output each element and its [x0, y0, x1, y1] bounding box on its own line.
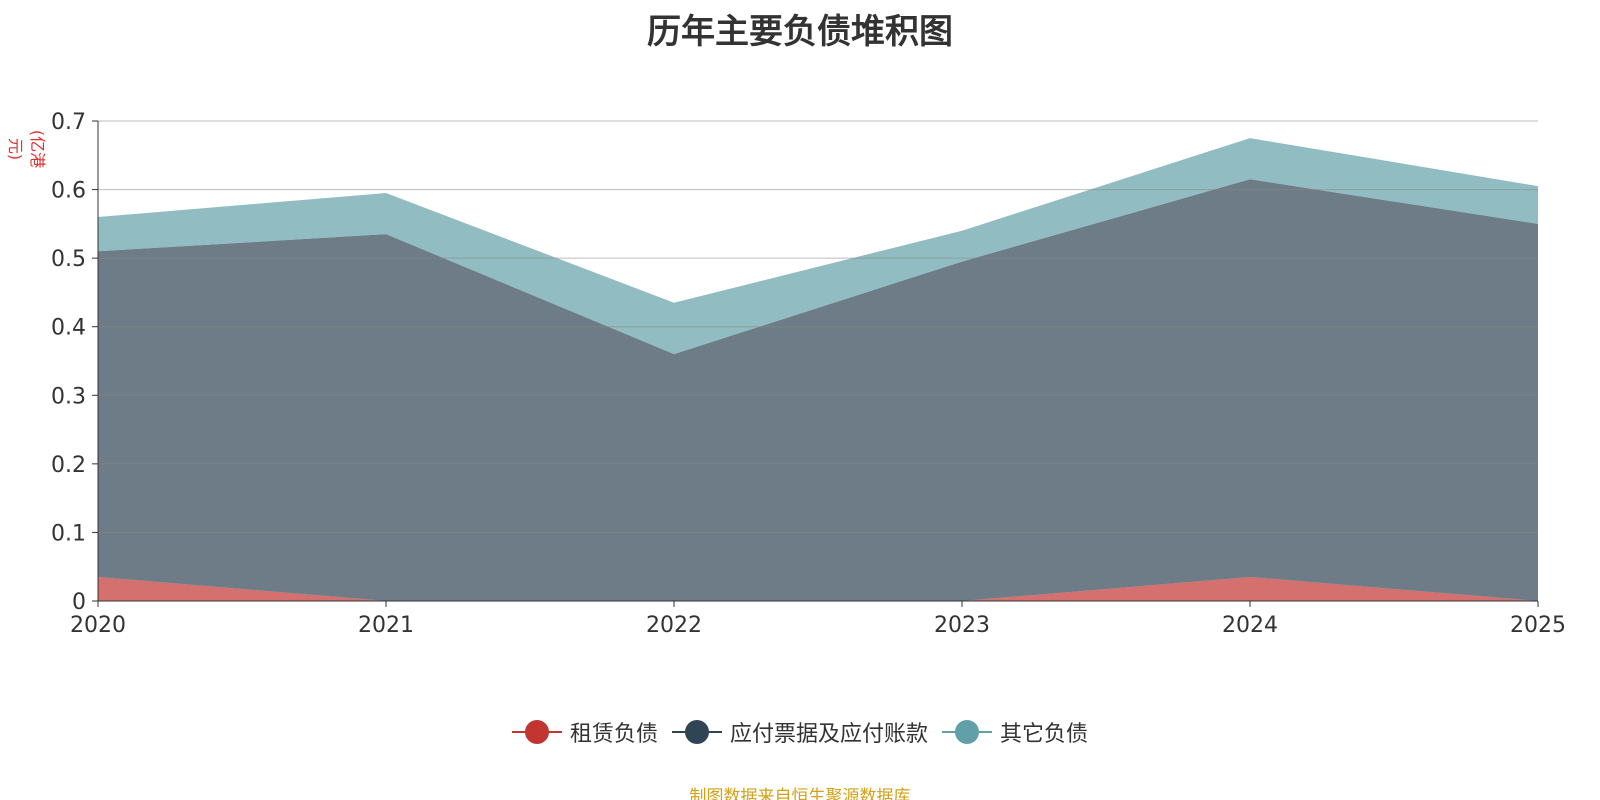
y-tick-label: 0.1 [51, 521, 86, 546]
legend-label: 租赁负债 [569, 722, 658, 747]
source-note: 制图数据来自恒生聚源数据库 [689, 787, 911, 800]
legend-marker-dot [955, 720, 979, 744]
x-tick-label: 2023 [934, 613, 990, 638]
x-tick-label: 2022 [646, 613, 702, 638]
legend-label: 其它负债 [1000, 722, 1089, 747]
x-tick-label: 2020 [70, 613, 126, 638]
stacked-area-chart: 0 0.1 0.2 0.3 0.4 0.5 0.6 0.7 2020 2021 2022 2023 20… [51, 110, 1566, 638]
legend-label: 应付票据及应付账款 [729, 722, 928, 747]
y-tick-label: 0.6 [51, 179, 86, 204]
legend-marker-icon [511, 720, 562, 744]
x-tick-label: 2025 [1510, 613, 1566, 638]
series-area-1 [98, 179, 1538, 602]
y-tick-label: 0.3 [51, 384, 86, 409]
x-tick-label: 2021 [358, 613, 414, 638]
chart-legend: 租赁负债 应付票据及应付账款 其它负债 [0, 716, 1600, 748]
y-tick-label: 0 [72, 590, 86, 615]
legend-marker-dot [684, 720, 709, 744]
x-tick-label: 2024 [1222, 613, 1278, 638]
legend-marker-dot [524, 720, 549, 744]
series-area-2 [98, 138, 1538, 355]
legend-marker-icon [671, 720, 722, 744]
y-tick-label: 0.2 [51, 453, 86, 478]
chart-title: 历年主要负债堆积图 [647, 12, 953, 52]
y-tick-label: 0.4 [51, 316, 86, 341]
legend-item-2[interactable]: 其它负债 [942, 716, 1088, 748]
legend-item-0[interactable]: 租赁负债 [511, 716, 658, 748]
legend-marker-icon [942, 720, 992, 744]
y-tick-label: 0.5 [51, 247, 86, 272]
y-tick-label: 0.7 [51, 110, 86, 135]
legend-item-1[interactable]: 应付票据及应付账款 [671, 716, 928, 748]
